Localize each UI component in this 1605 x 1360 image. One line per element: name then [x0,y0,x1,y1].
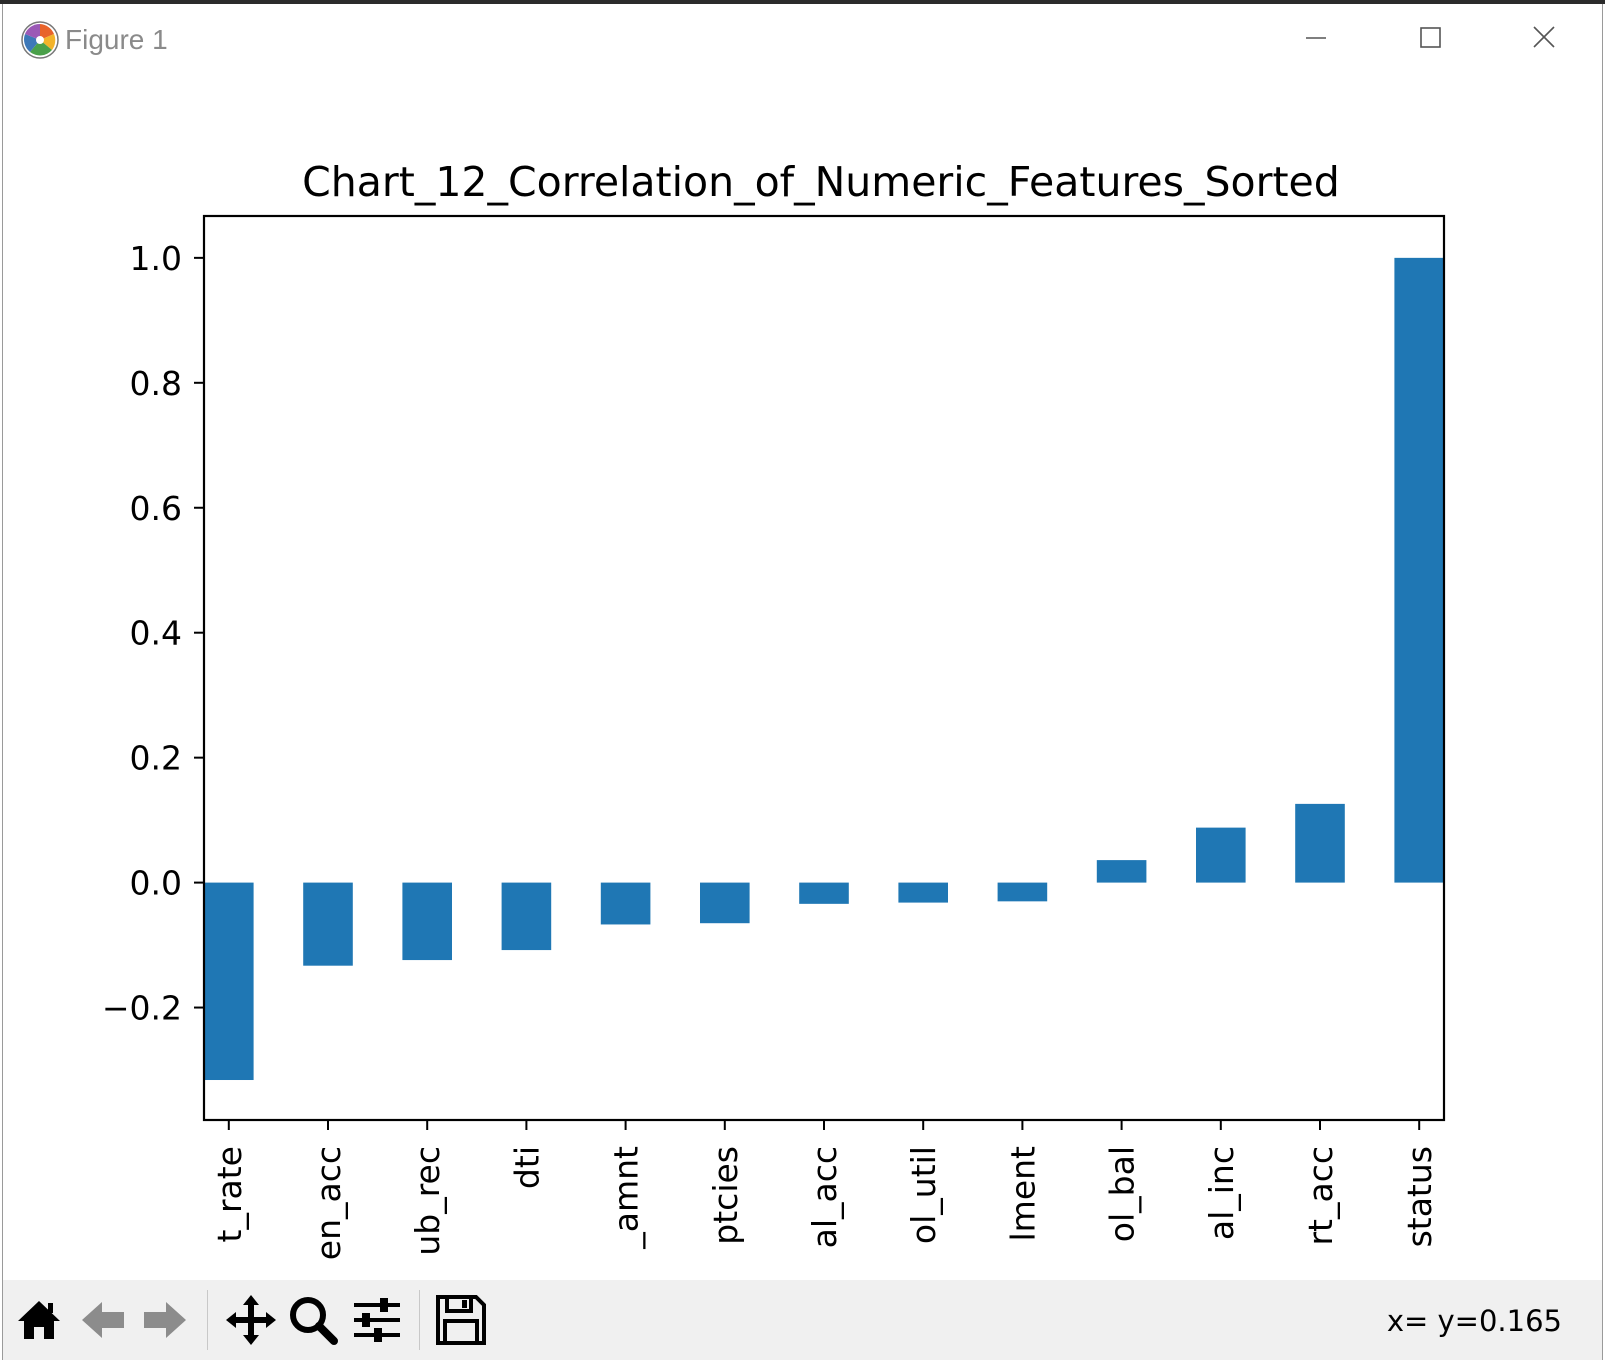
bar-status [1394,257,1444,883]
x-tick-label: al_acc [805,1146,844,1248]
forward-arrow-icon [144,1302,186,1338]
bar-lment [997,882,1048,902]
bar-_amnt [600,882,651,925]
configure-subplots-button[interactable] [349,1292,405,1348]
y-tick-label: −0.2 [102,989,182,1028]
figure-canvas[interactable]: Chart_12_Correlation_of_Numeric_Features… [3,70,1602,1280]
y-tick-label: 1.0 [130,239,182,278]
x-tick-label: status [1400,1146,1439,1247]
back-arrow-icon [82,1302,124,1338]
zoom-button[interactable] [285,1292,341,1348]
y-tick-label: 0.4 [130,614,182,653]
sliders-icon [354,1298,400,1342]
axes-frame [202,214,1446,1122]
x-tick-label: t_rate [210,1146,249,1242]
bar-ol_util [898,882,948,903]
title-bar[interactable]: Figure 1 [3,4,1602,70]
close-button[interactable] [1521,18,1567,58]
save-icon [436,1295,486,1345]
y-tick-label: 0.6 [130,489,182,528]
chart-title: Chart_12_Correlation_of_Numeric_Features… [302,158,1340,206]
maximize-button[interactable] [1407,18,1453,58]
x-tick-label: ol_bal [1103,1146,1142,1242]
zoom-icon [290,1297,338,1345]
desktop-backdrop [0,0,1605,4]
maximize-icon [1420,27,1441,48]
minimize-icon [1306,37,1326,39]
x-tick-label: en_acc [309,1146,348,1260]
x-tick-label: dti [507,1146,546,1189]
bar-ol_bal [1096,860,1147,883]
bar-rt_acc [1295,803,1345,883]
toolbar-separator [419,1290,420,1350]
forward-button[interactable] [137,1292,193,1348]
bar-chart: Chart_12_Correlation_of_Numeric_Features… [102,158,1446,1260]
home-button[interactable] [11,1292,67,1348]
x-tick-label: _amnt [607,1146,646,1250]
toolbar-separator [207,1290,208,1350]
cursor-coordinates: x= y=0.165 [1386,1304,1562,1338]
x-tick-label: al_inc [1202,1146,1241,1240]
bar-ub_rec [402,882,452,961]
bar-ptcies [700,882,750,924]
x-tick-label: ptcies [706,1146,745,1245]
home-icon [18,1301,60,1339]
figure-window: Figure 1 Chart_12_Correlation_of_Numeric… [2,4,1603,1360]
bar-al_inc [1196,827,1246,883]
window-title: Figure 1 [65,24,168,55]
matplotlib-logo-icon [20,20,60,60]
bar-al_acc [799,882,849,904]
bar-dti [501,882,552,951]
move-icon [226,1295,276,1345]
close-icon [1533,26,1555,48]
x-tick-label: ub_rec [408,1146,447,1256]
y-tick-label: 0.2 [130,739,182,778]
x-tick-label: ol_util [904,1146,943,1244]
y-tick-label: 0.0 [130,864,182,903]
y-tick-label: 0.8 [130,364,182,403]
x-tick-label: rt_acc [1301,1146,1340,1246]
bar-t_rate [204,882,254,1081]
minimize-button[interactable] [1293,18,1339,58]
bar-en_acc [303,882,353,966]
back-button[interactable] [75,1292,131,1348]
save-button[interactable] [433,1292,489,1348]
pan-button[interactable] [223,1292,279,1348]
x-tick-label: lment [1003,1146,1042,1242]
navigation-toolbar: x= y=0.165 [3,1280,1602,1360]
